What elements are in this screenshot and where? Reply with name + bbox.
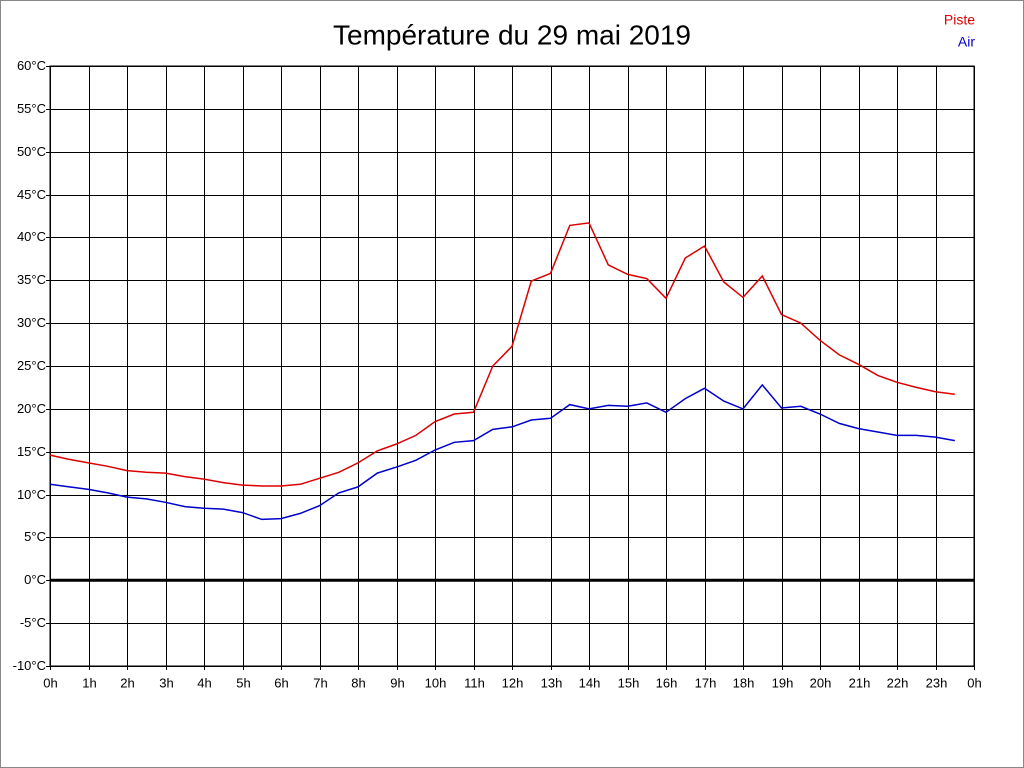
x-tick-label: 0h [43,675,57,690]
series-line [49,383,955,521]
x-tick-label: 16h [656,675,678,690]
x-tick-label: 11h [464,675,485,690]
y-tick-label: 50°C [17,144,46,159]
x-tick-label: 6h [274,675,288,690]
x-tick-label: 15h [618,675,640,690]
y-tick-label: 25°C [17,358,46,373]
y-tick-label: 55°C [17,101,46,116]
y-tick-label: -5°C [20,615,46,630]
y-tick-label: 20°C [17,401,46,416]
series-line [49,222,955,487]
x-tick-label: 12h [502,675,524,690]
chart-title: Température du 29 mai 2019 [333,19,691,50]
x-tick-label: 8h [351,675,365,690]
x-tick-label: 19h [772,675,794,690]
x-tick-label: 22h [887,675,909,690]
x-tick-label: 13h [541,675,563,690]
x-tick-label: 7h [313,675,327,690]
y-tick-label: 60°C [17,58,46,73]
x-tick-label: 18h [733,675,755,690]
x-tick-label: 1h [82,675,96,690]
x-tick-label: 5h [236,675,250,690]
x-tick-label: 9h [390,675,404,690]
x-tick-label: 10h [425,675,447,690]
x-tick-label: 4h [197,675,211,690]
x-tick-label: 17h [695,675,717,690]
legend-entry: Air [958,34,975,50]
x-tick-label: 20h [810,675,832,690]
y-tick-label: 10°C [17,487,46,502]
x-tick-label: 14h [579,675,601,690]
x-tick-label: 3h [159,675,173,690]
y-tick-label: -10°C [13,658,46,673]
y-tick-label: 5°C [24,529,46,544]
y-tick-label: 0°C [24,572,46,587]
x-tick-label: 21h [849,675,871,690]
x-tick-label: 23h [926,675,948,690]
x-tick-label: 0h [967,675,981,690]
y-tick-label: 15°C [17,444,46,459]
y-tick-label: 30°C [17,315,46,330]
legend-entry: Piste [944,12,975,28]
y-tick-label: 35°C [17,272,46,287]
y-tick-label: 40°C [17,229,46,244]
y-tick-label: 45°C [17,187,46,202]
x-tick-label: 2h [120,675,134,690]
